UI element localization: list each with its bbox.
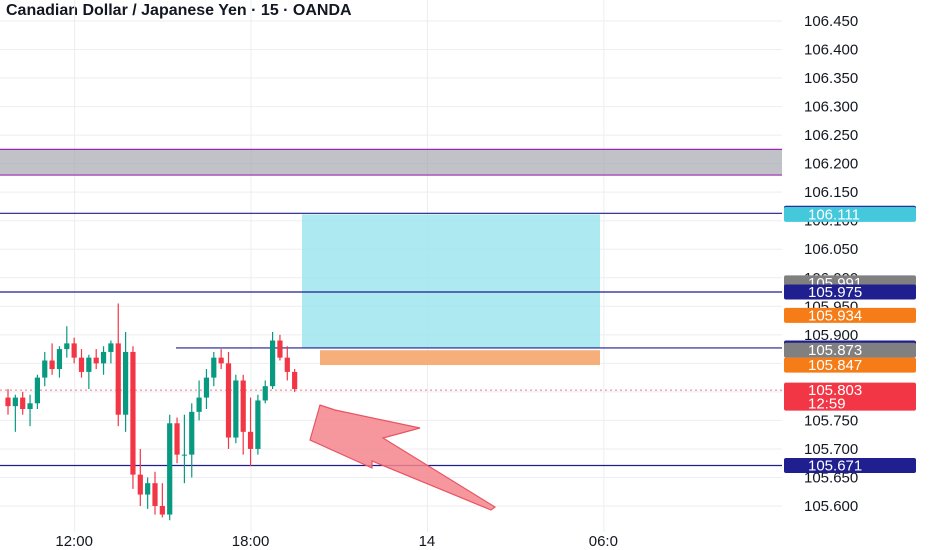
y-tick-label: 106.350 <box>804 70 858 87</box>
candle-body[interactable] <box>247 431 254 449</box>
y-tick-label: 105.600 <box>804 498 858 515</box>
candle-body[interactable] <box>145 483 151 495</box>
arrow-annotation <box>309 404 497 511</box>
candle-body[interactable] <box>27 403 33 409</box>
candle-body[interactable] <box>5 397 11 407</box>
y-tick-label: 106.300 <box>804 99 858 116</box>
candle-body[interactable] <box>284 357 290 372</box>
price-tag <box>784 206 916 222</box>
y-tick-label: 105.700 <box>804 441 858 458</box>
x-tick-label: 12:00 <box>55 533 93 550</box>
candle-body[interactable] <box>233 380 239 438</box>
y-tick-label: 105.900 <box>804 327 858 344</box>
candle-body[interactable] <box>86 357 92 372</box>
candle-body[interactable] <box>203 377 210 398</box>
chart-title: Canadian Dollar / Japanese Yen · 15 · OA… <box>6 2 352 19</box>
supply-zone <box>0 149 782 176</box>
countdown-label: 12:59 <box>808 396 846 413</box>
candle-body[interactable] <box>108 343 114 352</box>
y-tick-label: 106.400 <box>804 42 858 59</box>
price-tag-label: 106.111 <box>808 206 860 223</box>
candle-body[interactable] <box>218 357 224 364</box>
y-tick-label: 106.150 <box>804 184 858 201</box>
candle-body[interactable] <box>78 357 85 372</box>
candle-body[interactable] <box>42 360 48 378</box>
x-tick-label: 06:0 <box>589 533 618 550</box>
candle-body[interactable] <box>93 357 99 364</box>
y-tick-label: 105.650 <box>804 469 858 486</box>
candle-body[interactable] <box>159 506 165 515</box>
candle-body[interactable] <box>12 397 18 407</box>
price-tag-label: 105.934 <box>808 307 862 324</box>
price-tag <box>784 357 916 373</box>
y-tick-label: 106.250 <box>804 127 858 144</box>
stop-zone <box>320 350 600 366</box>
candle-body[interactable] <box>20 397 26 409</box>
candle-body[interactable] <box>196 397 202 412</box>
price-tag-label: 105.671 <box>808 457 862 474</box>
price-tag <box>784 342 916 358</box>
price-tag <box>784 284 916 300</box>
price-tag-label: 105.803 <box>808 382 862 399</box>
candle-body[interactable] <box>181 454 187 456</box>
candle-body[interactable] <box>240 380 246 432</box>
price-tag <box>784 457 916 473</box>
candle-body[interactable] <box>130 351 136 475</box>
price-tag-label: 105.847 <box>808 357 862 374</box>
candle-body[interactable] <box>49 360 55 370</box>
x-tick-label: 14 <box>419 533 436 550</box>
candle-body[interactable] <box>152 483 158 506</box>
price-tag <box>784 382 916 411</box>
candle-body[interactable] <box>115 343 121 415</box>
candle-body[interactable] <box>71 343 77 358</box>
candle-body[interactable] <box>167 423 173 515</box>
candle-body[interactable] <box>137 474 143 495</box>
candle-body[interactable] <box>123 351 129 415</box>
y-tick-label: 106.450 <box>804 13 858 30</box>
candle-body[interactable] <box>255 400 261 449</box>
candle-body[interactable] <box>64 343 70 350</box>
y-tick-label: 106.050 <box>804 241 858 258</box>
candle-body[interactable] <box>270 340 276 387</box>
candle-body[interactable] <box>211 357 217 378</box>
price-tag <box>784 307 916 323</box>
candle-body[interactable] <box>56 349 63 370</box>
y-tick-label: 105.750 <box>804 412 858 429</box>
candle-body[interactable] <box>225 363 232 438</box>
candle-body[interactable] <box>100 351 107 364</box>
candle-body[interactable] <box>174 423 180 455</box>
candle-body[interactable] <box>292 371 298 390</box>
target-zone <box>302 214 600 348</box>
y-tick-label: 106.200 <box>804 156 858 173</box>
price-tag-label: 105.975 <box>808 284 862 301</box>
candle-body[interactable] <box>277 340 283 358</box>
candle-body[interactable] <box>34 377 40 404</box>
x-tick-label: 18:00 <box>232 533 270 550</box>
candle-body[interactable] <box>189 411 195 455</box>
candle-body[interactable] <box>262 386 268 401</box>
price-tag-label: 105.873 <box>808 342 862 359</box>
